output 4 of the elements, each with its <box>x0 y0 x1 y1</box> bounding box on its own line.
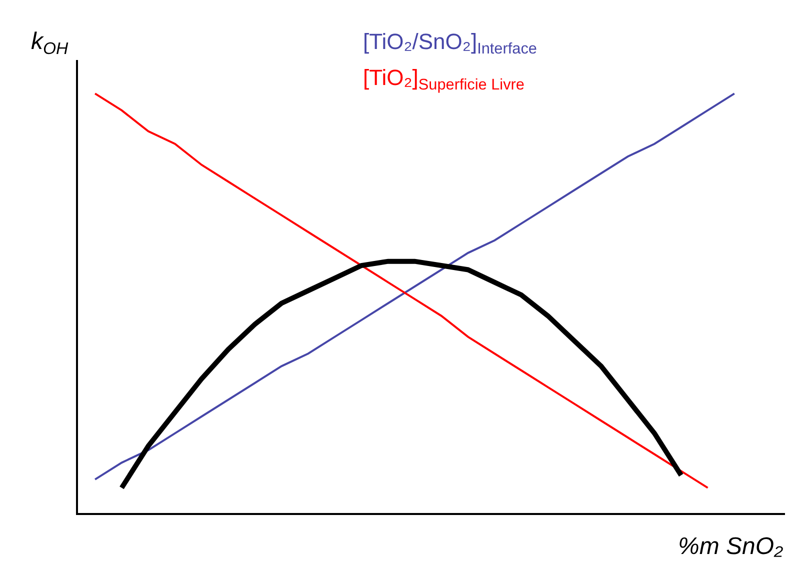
y-axis-title: k$_{OH}$ <box>31 28 70 58</box>
text: [TiO₂]$_{Superficie Livre}$ <box>363 65 524 94</box>
x-axis-title: %m SnO₂ <box>678 533 784 560</box>
text: [TiO₂/SnO₂]$_{Interface}$ <box>363 29 537 58</box>
